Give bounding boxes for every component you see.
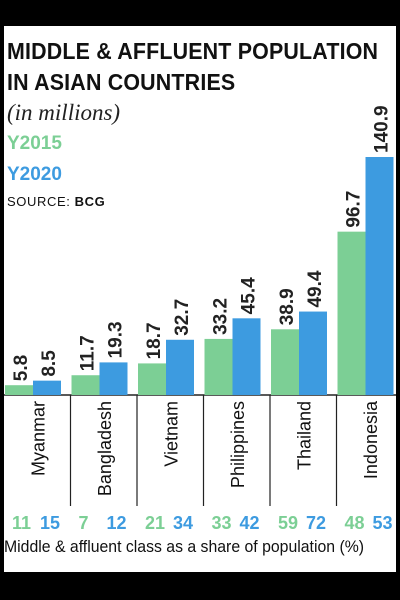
- bar-y2015-bangladesh: [71, 375, 100, 395]
- source-label: SOURCE:: [7, 194, 71, 209]
- category-label-myanmar: Myanmar: [28, 401, 48, 476]
- bar-y2020-thailand: [299, 311, 327, 395]
- title-line-1: MIDDLE & AFFLUENT POPULATION: [7, 38, 379, 64]
- value-label-y2015-bangladesh: 11.7: [78, 335, 99, 371]
- share-y2020-thailand: 72: [306, 513, 327, 533]
- footnote: Middle & affluent class as a share of po…: [4, 537, 365, 556]
- bar-y2020-indonesia: [365, 157, 394, 395]
- value-label-y2020-bangladesh: 19.3: [106, 321, 127, 358]
- legend-y2015: Y2015: [7, 133, 62, 154]
- value-label-y2020-myanmar: 8.5: [39, 350, 60, 377]
- share-y2020-bangladesh: 12: [106, 513, 127, 533]
- bar-y2020-vietnam: [166, 339, 194, 395]
- value-label-y2020-vietnam: 32.7: [172, 299, 193, 336]
- share-y2015-myanmar: 11: [12, 513, 32, 533]
- category-label-philippines: Philippines: [228, 401, 248, 488]
- bar-y2015-philippines: [204, 338, 233, 395]
- category-label-vietnam: Vietnam: [161, 401, 181, 467]
- value-label-y2020-thailand: 49.4: [305, 270, 326, 307]
- legend-y2020: Y2020: [7, 164, 62, 185]
- title-line-2: IN ASIAN COUNTRIES: [7, 69, 236, 95]
- bar-chart: 5.8 8.5 Myanmar 11.7 19.3 Bangladesh 18.7 32.7 V…: [4, 105, 396, 506]
- share-y2020-myanmar: 15: [40, 513, 61, 533]
- share-y2015-thailand: 59: [278, 513, 299, 533]
- bar-y2015-indonesia: [337, 231, 366, 395]
- value-label-y2015-thailand: 38.9: [277, 288, 298, 325]
- value-label-y2015-philippines: 33.2: [211, 298, 232, 335]
- bar-y2015-myanmar: [5, 385, 33, 395]
- subtitle: (in millions): [7, 100, 121, 125]
- share-y2020-indonesia: 53: [372, 513, 393, 533]
- bar-y2020-bangladesh: [99, 362, 128, 395]
- bar-y2015-vietnam: [138, 363, 166, 395]
- category-label-thailand: Thailand: [294, 401, 314, 470]
- bar-y2015-thailand: [271, 329, 299, 395]
- value-label-y2015-indonesia: 96.7: [344, 191, 365, 228]
- bar-y2020-philippines: [232, 318, 261, 395]
- share-y2015-indonesia: 48: [344, 513, 365, 533]
- share-y2020-vietnam: 34: [173, 513, 194, 533]
- bar-y2020-myanmar: [33, 380, 61, 395]
- value-label-y2020-philippines: 45.4: [239, 277, 260, 314]
- value-label-y2015-myanmar: 5.8: [11, 355, 32, 381]
- source-value: BCG: [74, 194, 106, 209]
- share-y2015-bangladesh: 7: [78, 513, 89, 533]
- category-label-bangladesh: Bangladesh: [95, 401, 115, 496]
- source-line: SOURCE: BCG: [7, 194, 105, 209]
- share-y2020-philippines: 42: [239, 513, 260, 533]
- infographic-card: MIDDLE & AFFLUENT POPULATION IN ASIAN CO…: [4, 26, 396, 572]
- category-label-indonesia: Indonesia: [361, 400, 381, 479]
- value-label-y2020-indonesia: 140.9: [372, 105, 393, 153]
- share-y2015-vietnam: 21: [145, 513, 166, 533]
- value-label-y2015-vietnam: 18.7: [144, 322, 165, 359]
- share-y2015-philippines: 33: [211, 513, 232, 533]
